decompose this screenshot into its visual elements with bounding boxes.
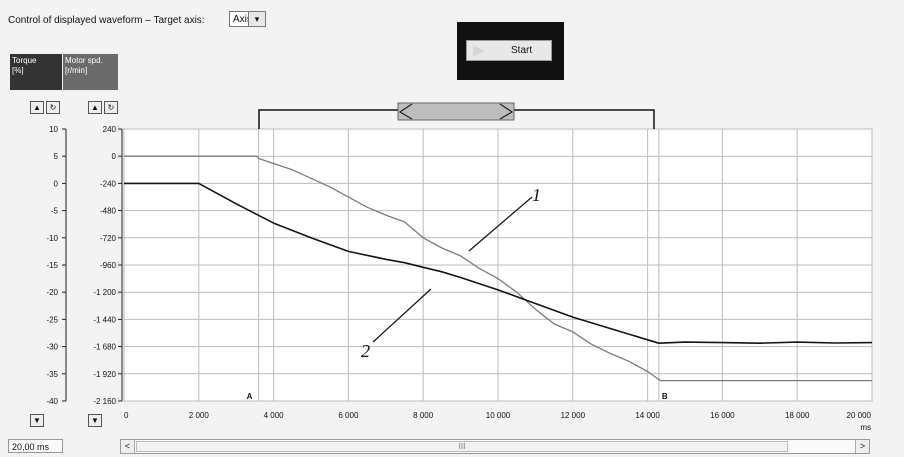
time-tick-label: 16 000 xyxy=(710,411,735,420)
speed-tick-label: -720 xyxy=(100,234,117,243)
torque-tick-label: 5 xyxy=(54,152,59,161)
motor-unit: [r/min] xyxy=(65,66,88,75)
torque-autoscale-icon[interactable]: ↻ xyxy=(46,101,60,114)
torque-tick-label: -15 xyxy=(46,261,58,270)
torque-tick-label: -5 xyxy=(51,207,59,216)
time-tick-label: 0 xyxy=(124,411,129,420)
time-tick-label: 10 000 xyxy=(486,411,511,420)
channel-tab-motor-speed[interactable]: Motor spd. [r/min] xyxy=(63,54,118,90)
time-tick-label: 6 000 xyxy=(338,411,359,420)
callout-1: 1 xyxy=(532,185,541,205)
torque-tick-label: -20 xyxy=(46,288,58,297)
time-axis: 0 2 000 4 000 6 000 8 000 10 000 12 000 14 000 1… xyxy=(124,411,872,432)
speed-tick-label: -2 160 xyxy=(93,397,116,406)
time-tick-label: 20 000 xyxy=(847,411,872,420)
torque-tick-label: 10 xyxy=(49,125,58,134)
waveform-control-label: Control of displayed waveform – Target a… xyxy=(8,15,205,26)
torque-tick-label: -40 xyxy=(46,397,58,406)
callout-2: 2 xyxy=(361,341,370,361)
time-tick-label: 14 000 xyxy=(635,411,660,420)
callout-2-leader xyxy=(372,288,432,343)
callout-1-leader xyxy=(468,196,533,252)
speed-tick-label: -240 xyxy=(100,179,117,188)
speed-tick-label: -480 xyxy=(100,207,117,216)
speed-tick-label: 0 xyxy=(112,152,117,161)
start-button[interactable]: Start xyxy=(466,40,552,61)
time-tick-label: 12 000 xyxy=(561,411,586,420)
time-tick-label: 8 000 xyxy=(413,411,434,420)
torque-axis: 10 5 0 -5 -10 -15 -20 -25 -30 -35 -40 xyxy=(46,125,67,406)
time-per-div-field[interactable]: 20,00 ms xyxy=(8,439,63,453)
torque-title: Torque xyxy=(12,56,37,65)
torque-tick-label: -30 xyxy=(46,343,58,352)
torque-tick-label: -25 xyxy=(46,315,58,324)
speed-scale-down-button[interactable]: ▼ xyxy=(88,414,102,427)
motor-title: Motor spd. xyxy=(65,56,103,65)
range-slider[interactable] xyxy=(397,102,515,121)
chevron-down-icon[interactable]: ▾ xyxy=(248,11,266,27)
time-tick-label: 2 000 xyxy=(189,411,210,420)
scroll-left-icon[interactable]: < xyxy=(121,440,135,453)
time-tick-label: 18 000 xyxy=(785,411,810,420)
marker-a-label: A xyxy=(247,392,253,401)
torque-scale-up-button[interactable]: ▲ xyxy=(30,101,44,114)
speed-tick-label: -1 200 xyxy=(93,288,116,297)
series-layer xyxy=(124,155,873,382)
speed-tick-label: 240 xyxy=(103,125,117,134)
marker-b-label: B xyxy=(662,392,668,401)
speed-autoscale-icon[interactable]: ↻ xyxy=(104,101,118,114)
torque-tick-label: -35 xyxy=(46,370,58,379)
torque-tick-label: -10 xyxy=(46,234,58,243)
speed-scale-up-button[interactable]: ▲ xyxy=(88,101,102,114)
time-tick-label: 4 000 xyxy=(264,411,285,420)
play-icon xyxy=(473,45,485,57)
series-1-line xyxy=(124,155,872,382)
range-right-handle-icon[interactable] xyxy=(499,103,514,120)
channel-tab-torque[interactable]: Torque [%] xyxy=(10,54,62,90)
grid xyxy=(123,128,873,402)
speed-tick-label: -1 680 xyxy=(93,343,116,352)
time-unit-label: ms xyxy=(860,423,871,432)
start-label: Start xyxy=(511,45,533,56)
speed-axis: 240 0 -240 -480 -720 -960 -1 200 -1 440 -1 680 -1… xyxy=(93,125,123,406)
torque-tick-label: 0 xyxy=(54,179,59,188)
series-2-line xyxy=(124,182,873,345)
speed-tick-label: -1 440 xyxy=(93,315,116,324)
torque-scale-down-button[interactable]: ▼ xyxy=(30,414,44,427)
scroll-thumb[interactable]: III xyxy=(136,441,788,452)
torque-unit: [%] xyxy=(12,66,24,75)
range-left-handle-icon[interactable] xyxy=(398,103,413,120)
time-range-bracket[interactable] xyxy=(258,102,655,129)
scroll-right-icon[interactable]: > xyxy=(855,440,869,453)
speed-tick-label: -1 920 xyxy=(93,370,116,379)
speed-tick-label: -960 xyxy=(100,261,117,270)
